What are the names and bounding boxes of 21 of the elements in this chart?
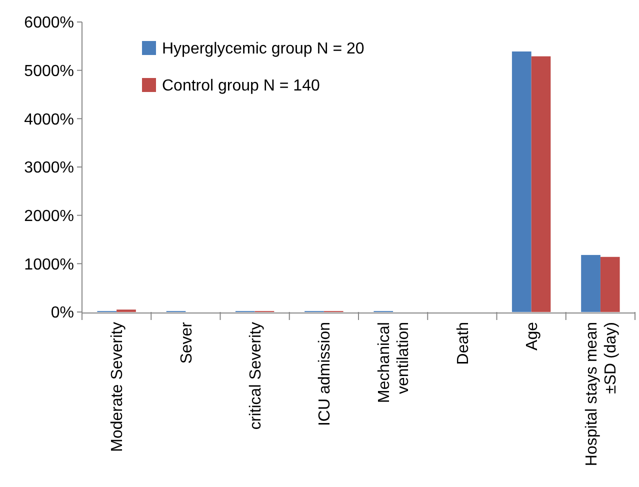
x-tick-label: Mechanical ventilation: [376, 322, 412, 403]
y-tick-label: 3000%: [24, 160, 74, 177]
x-tick-label: Age: [524, 322, 541, 350]
legend-label: Control group N = 140: [162, 78, 320, 95]
y-tick-label: 6000%: [24, 14, 74, 32]
bar: [600, 256, 620, 312]
x-tick-label: critical Severity: [247, 322, 264, 430]
y-tick-label: 5000%: [24, 62, 74, 80]
x-tick-label: ICU admission: [316, 322, 334, 426]
y-tick-label: 2000%: [24, 208, 74, 225]
bar: [531, 56, 551, 312]
y-tick-label: 1000%: [24, 256, 74, 274]
legend-label: Hyperglycemic group N = 20: [162, 40, 364, 58]
x-tick-label: Moderate Severity: [109, 322, 126, 452]
bar: [581, 254, 600, 312]
bar: [512, 51, 532, 312]
y-tick-label: 4000%: [24, 111, 74, 128]
x-tick-label: Sever: [178, 321, 196, 364]
x-tick-label: Death: [454, 322, 472, 365]
y-tick-label: 0%: [50, 304, 74, 322]
x-tick-label: Hospital stays mean ±SD (day): [584, 322, 620, 466]
